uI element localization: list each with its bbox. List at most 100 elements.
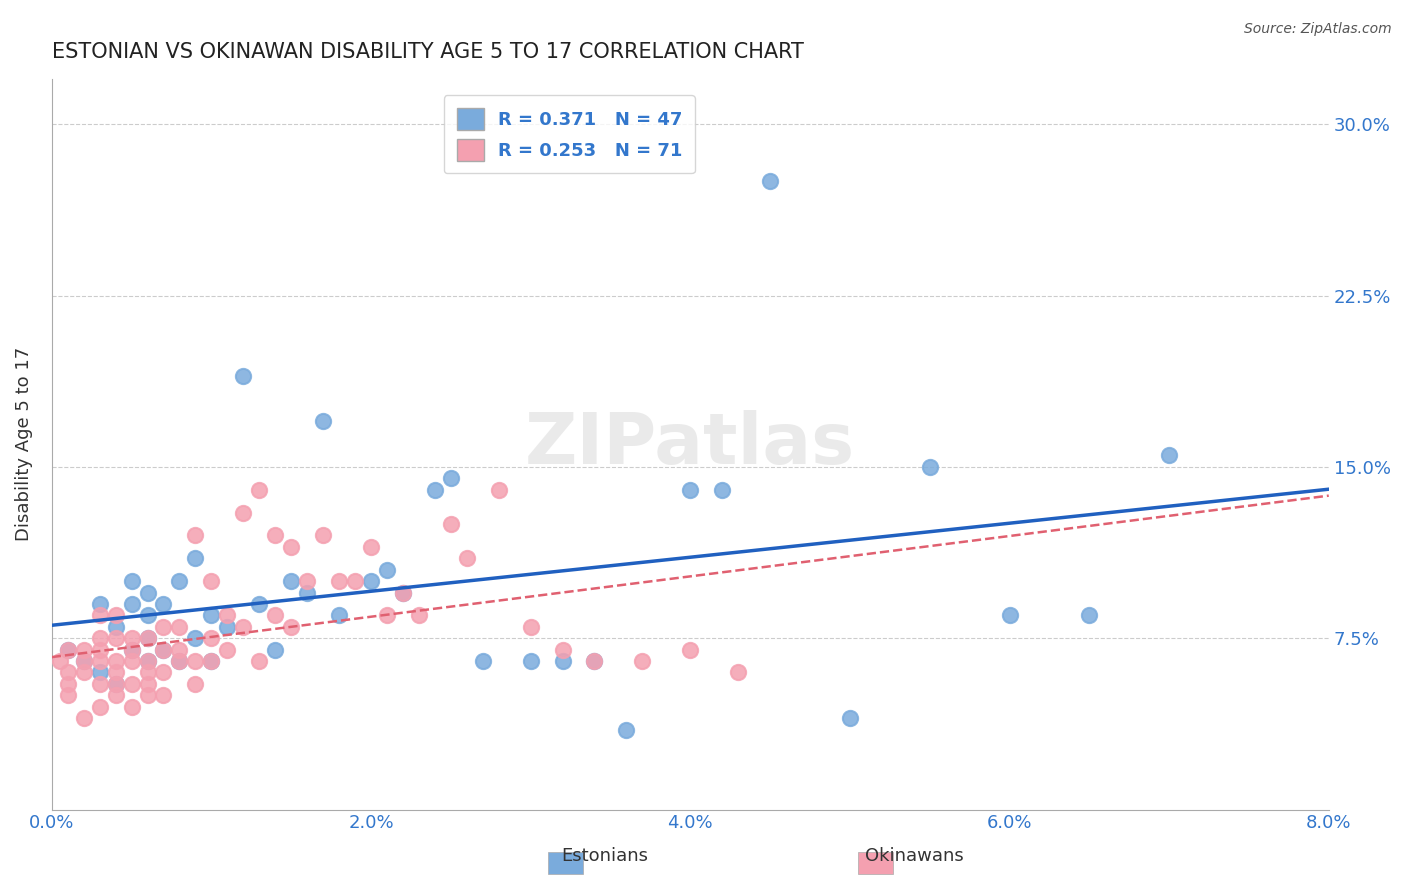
Point (136, 689, 159, 703)
Point (217, 642, 239, 657)
Point (551, 654, 574, 668)
Point (918, 459, 941, 474)
Point (56, 665, 79, 680)
Point (679, 642, 702, 657)
Point (152, 642, 174, 657)
Point (264, 642, 287, 657)
Point (583, 654, 606, 668)
Point (838, 711, 860, 725)
Text: Source: ZipAtlas.com: Source: ZipAtlas.com (1244, 22, 1392, 37)
Point (104, 620, 127, 634)
Point (375, 608, 398, 623)
Point (48, 654, 70, 668)
Point (89, 654, 111, 668)
Point (89, 597, 111, 611)
Point (73, 665, 96, 680)
Point (456, 551, 478, 566)
Point (280, 540, 302, 554)
Point (136, 631, 159, 645)
Point (408, 608, 430, 623)
Point (247, 597, 270, 611)
Point (440, 471, 463, 485)
Point (551, 642, 574, 657)
Point (328, 574, 350, 588)
Text: Estonians: Estonians (561, 847, 648, 865)
Point (184, 677, 207, 691)
Point (169, 620, 191, 634)
Point (471, 654, 494, 668)
Point (152, 689, 174, 703)
Point (136, 665, 159, 680)
Point (121, 631, 143, 645)
Point (73, 711, 96, 725)
Point (344, 574, 367, 588)
Point (89, 677, 111, 691)
Point (184, 551, 207, 566)
Point (519, 620, 541, 634)
Point (583, 654, 606, 668)
Point (200, 654, 222, 668)
Point (56, 689, 79, 703)
Point (73, 654, 96, 668)
Point (184, 528, 207, 542)
Point (136, 677, 159, 691)
Point (121, 574, 143, 588)
Point (89, 631, 111, 645)
Point (73, 654, 96, 668)
Point (295, 574, 318, 588)
Point (121, 677, 143, 691)
Point (169, 654, 191, 668)
Point (312, 528, 335, 542)
Point (217, 608, 239, 623)
Point (169, 574, 191, 588)
Point (121, 654, 143, 668)
Point (200, 654, 222, 668)
Point (440, 516, 463, 531)
Point (360, 574, 382, 588)
Point (423, 483, 446, 497)
Point (184, 631, 207, 645)
Point (759, 174, 782, 188)
Point (295, 585, 318, 599)
Point (711, 483, 734, 497)
Text: ZIPatlas: ZIPatlas (526, 409, 855, 479)
Point (247, 654, 270, 668)
Point (169, 642, 191, 657)
Point (616, 723, 638, 737)
Point (121, 642, 143, 657)
Text: Okinawans: Okinawans (865, 847, 963, 865)
Point (392, 585, 415, 599)
Point (152, 665, 174, 680)
Point (280, 620, 302, 634)
Point (56, 642, 79, 657)
Point (56, 677, 79, 691)
Point (631, 654, 654, 668)
Point (89, 665, 111, 680)
Point (200, 631, 222, 645)
Point (152, 620, 174, 634)
Text: ESTONIAN VS OKINAWAN DISABILITY AGE 5 TO 17 CORRELATION CHART: ESTONIAN VS OKINAWAN DISABILITY AGE 5 TO… (52, 42, 804, 62)
Point (727, 665, 749, 680)
Point (104, 689, 127, 703)
Point (232, 368, 254, 383)
Point (104, 665, 127, 680)
Point (280, 574, 302, 588)
Point (121, 597, 143, 611)
Point (232, 506, 254, 520)
Point (217, 620, 239, 634)
Point (104, 677, 127, 691)
Point (136, 654, 159, 668)
Point (312, 414, 335, 428)
Point (121, 699, 143, 714)
Point (200, 608, 222, 623)
Point (152, 642, 174, 657)
Point (89, 699, 111, 714)
Point (328, 608, 350, 623)
Point (392, 585, 415, 599)
Point (73, 642, 96, 657)
Point (1159, 449, 1181, 463)
Point (136, 608, 159, 623)
Point (998, 608, 1021, 623)
Point (232, 620, 254, 634)
Point (169, 654, 191, 668)
